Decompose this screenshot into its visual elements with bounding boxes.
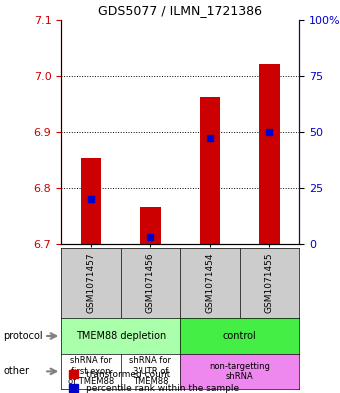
Bar bbox=[81, 158, 101, 244]
Bar bbox=[140, 207, 161, 244]
Text: GSM1071457: GSM1071457 bbox=[86, 253, 96, 313]
Text: GSM1071456: GSM1071456 bbox=[146, 253, 155, 313]
Text: other: other bbox=[3, 366, 29, 376]
Bar bbox=[259, 64, 280, 244]
Title: GDS5077 / ILMN_1721386: GDS5077 / ILMN_1721386 bbox=[98, 4, 262, 17]
Text: protocol: protocol bbox=[3, 331, 43, 341]
Text: non-targetting
shRNA: non-targetting shRNA bbox=[209, 362, 270, 381]
Text: shRNA for
first exon
of TMEM88: shRNA for first exon of TMEM88 bbox=[68, 356, 114, 386]
Bar bbox=[200, 97, 220, 244]
Text: shRNA for
3'UTR of
TMEM88: shRNA for 3'UTR of TMEM88 bbox=[130, 356, 171, 386]
Legend: transformed count, percentile rank within the sample: transformed count, percentile rank withi… bbox=[66, 366, 242, 393]
Text: control: control bbox=[223, 331, 257, 341]
Text: TMEM88 depletion: TMEM88 depletion bbox=[75, 331, 166, 341]
Text: GSM1071454: GSM1071454 bbox=[205, 253, 215, 313]
Text: GSM1071455: GSM1071455 bbox=[265, 253, 274, 313]
